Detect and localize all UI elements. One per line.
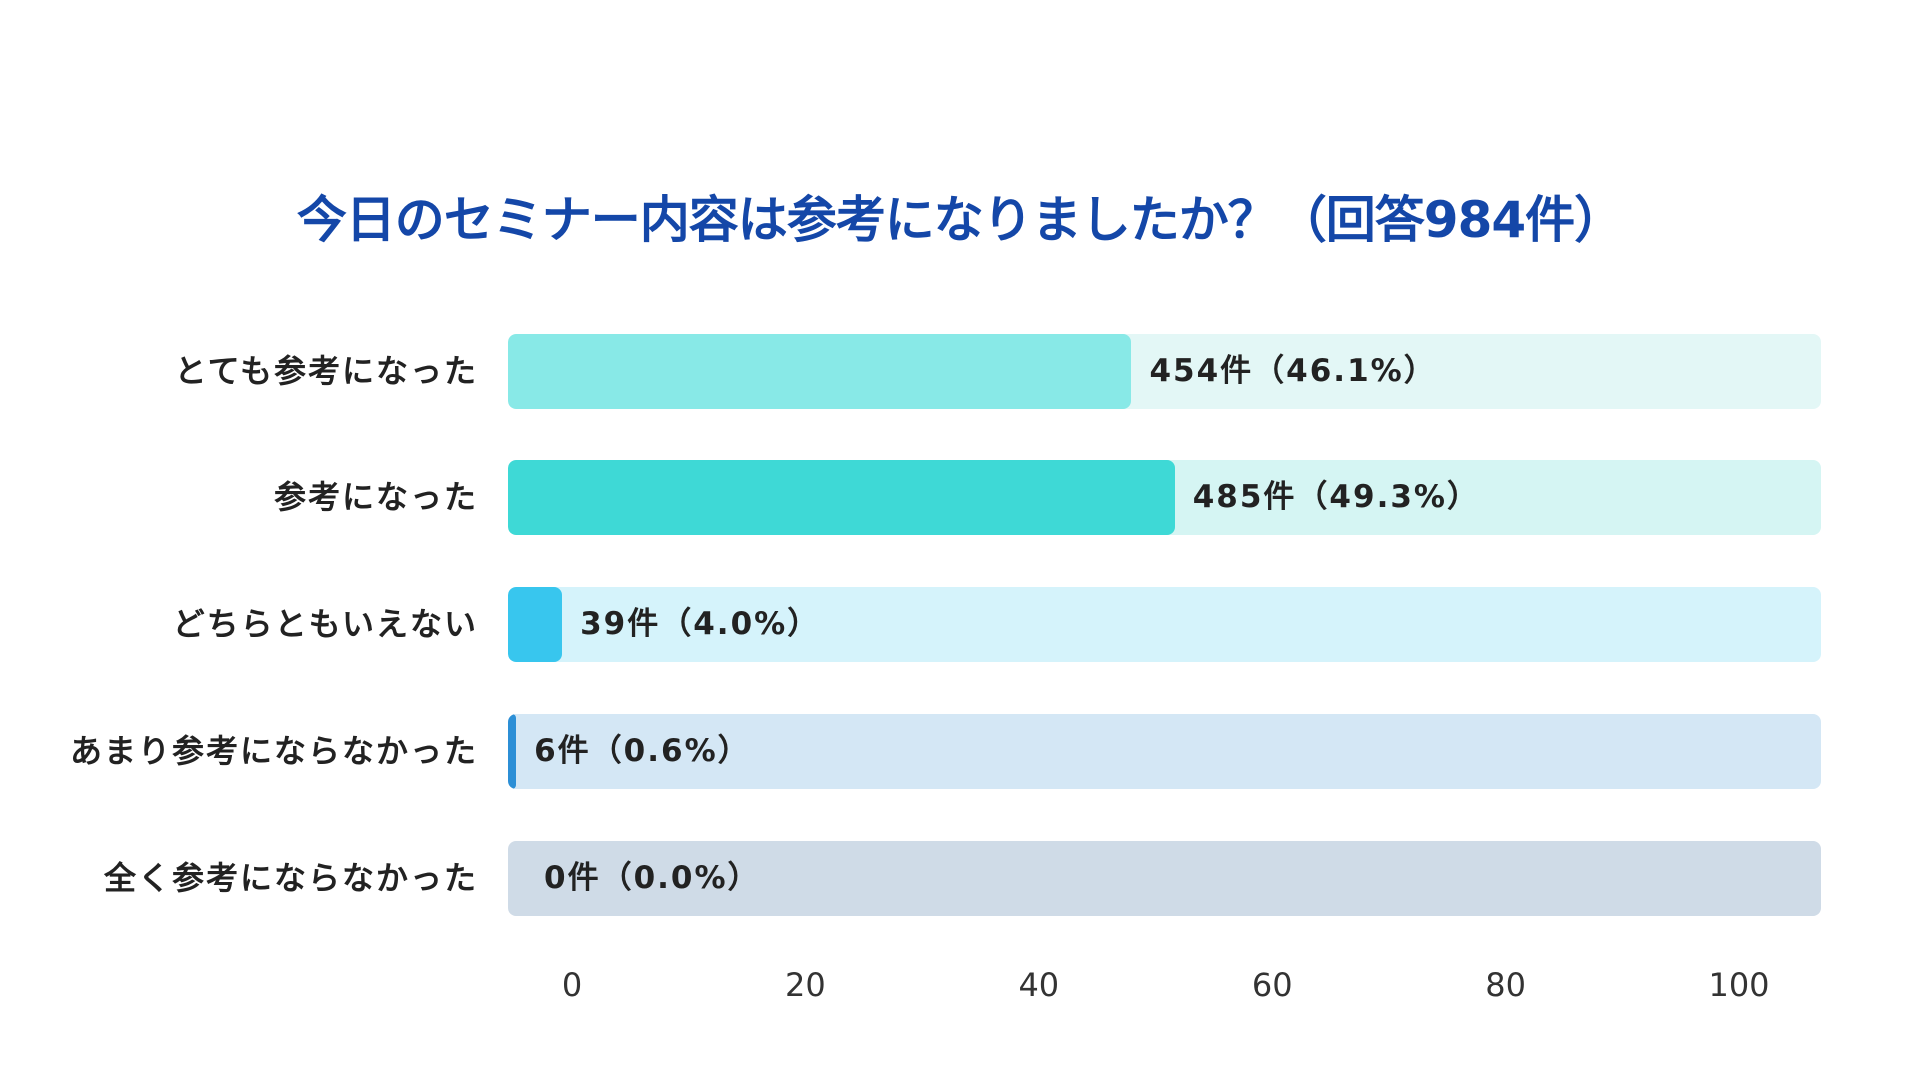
category-label: とても参考になった [174,352,478,390]
x-tick-label: 80 [1485,966,1526,1004]
value-label: 39件（4.0%） [580,606,821,642]
bar [508,460,1175,535]
bar-track [508,587,1821,662]
bar [508,334,1132,409]
bar-row: 全く参考にならなかった 0件（0.0%） [0,841,1920,916]
category-label: あまり参考にならなかった [69,732,478,770]
category-label: 参考になった [273,478,478,516]
category-label: どちらともいえない [172,605,478,643]
x-tick-label: 100 [1708,966,1770,1004]
bar-track [508,334,1821,409]
bar-row: 参考になった 485件（49.3%） [0,460,1920,535]
value-label: 454件（46.1%） [1149,353,1437,389]
bar-track [508,841,1821,916]
x-tick-label: 40 [1018,966,1060,1004]
chart-title: 今日のセミナー内容は参考になりましたか？（回答984件） [296,191,1624,249]
bar-track [508,714,1821,789]
x-tick-label: 20 [785,966,826,1004]
category-label: 全く参考にならなかった [103,859,478,897]
x-tick-label: 60 [1251,966,1293,1004]
bar-row: とても参考になった 454件（46.1%） [0,334,1920,409]
value-label: 6件（0.6%） [534,733,751,769]
bar-row: あまり参考にならなかった 6件（0.6%） [0,714,1920,789]
bar [508,587,563,662]
value-label: 485件（49.3%） [1192,479,1480,515]
bar [508,714,517,789]
bar-track [508,460,1821,535]
bar-row: どちらともいえない 39件（4.0%） [0,587,1920,662]
value-label: 0件（0.0%） [544,860,761,896]
x-tick-label: 0 [561,966,583,1004]
